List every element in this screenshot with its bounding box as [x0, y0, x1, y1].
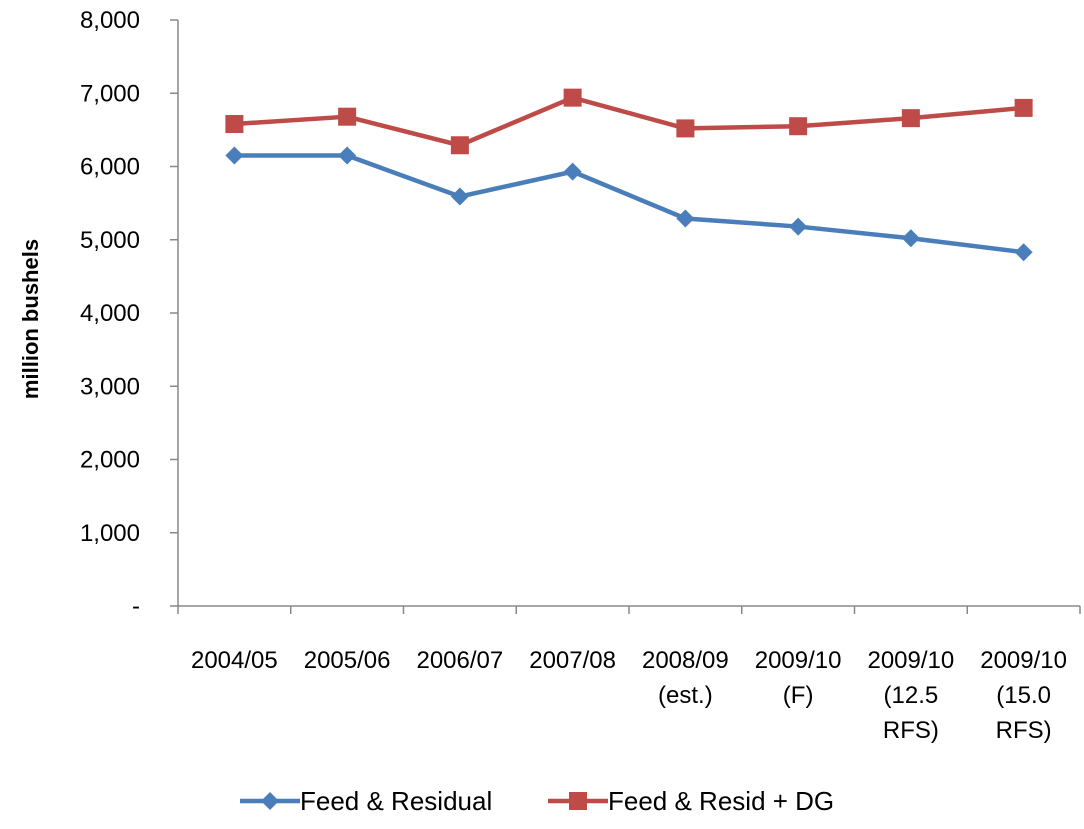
series-2-point [338, 107, 357, 126]
legend-marker [569, 792, 587, 810]
series-1-point [789, 217, 808, 236]
legend-label: Feed & Residual [300, 786, 492, 816]
y-tick-label: 2,000 [80, 447, 140, 474]
y-tick-label: - [132, 593, 140, 620]
series-2-point [450, 136, 469, 155]
series-1-point [563, 162, 582, 181]
series-2-point [789, 117, 808, 136]
x-tick-label-group: 2008/09 (est.) [642, 647, 729, 709]
x-tick-label: 2006/07 [416, 647, 503, 674]
x-tick-label-group: 2009/10 (F) [755, 647, 842, 709]
x-tick-label-group: 2004/05 [191, 647, 278, 674]
legend-marker [261, 792, 279, 810]
series-1-point [338, 146, 357, 165]
x-tick-label: 2009/10 [980, 647, 1067, 674]
x-tick-label: 2004/05 [191, 647, 278, 674]
series-1-point [450, 187, 469, 206]
x-tick-label: RFS) [996, 717, 1052, 744]
series-2-point [1014, 98, 1033, 117]
series-2-point [563, 88, 582, 107]
y-axis-title: million bushels [18, 239, 43, 399]
y-tick-label: 8,000 [80, 7, 140, 34]
x-tick-label: RFS) [883, 717, 939, 744]
y-tick-label: 3,000 [80, 373, 140, 400]
series-1-point [225, 146, 244, 165]
x-tick-label: (15.0 [996, 682, 1051, 709]
series-1-point [1014, 243, 1033, 262]
legend-item-2: Feed & Resid + DG [548, 786, 834, 816]
x-tick-label: 2009/10 [867, 647, 954, 674]
series-line-1 [234, 153, 1024, 255]
x-tick-label-group: 2005/06 [304, 647, 391, 674]
series-2-point [901, 109, 920, 128]
x-tick-label: (est.) [658, 682, 713, 709]
y-tick-label: 6,000 [80, 154, 140, 181]
series-2-point [225, 115, 244, 134]
x-tick-label: (F) [783, 682, 814, 709]
x-tick-label-group: 2009/10 (15.0 RFS) [980, 647, 1067, 744]
y-tick-label: 5,000 [80, 227, 140, 254]
y-tick-label: 4,000 [80, 300, 140, 327]
y-tick-label: 7,000 [80, 80, 140, 107]
series-1-point [676, 209, 695, 228]
x-tick-label-group: 2007/08 [529, 647, 616, 674]
x-tick-label: (12.5 [884, 682, 939, 709]
x-tick-label: 2009/10 [755, 647, 842, 674]
x-tick-label-group: 2006/07 [416, 647, 503, 674]
series-2-point [676, 119, 695, 138]
x-tick-label-group: 2009/10 (12.5 RFS) [867, 647, 954, 744]
x-tick-label: 2007/08 [529, 647, 616, 674]
series-1-point [901, 229, 920, 248]
series-line-2 [234, 95, 1024, 148]
x-tick-label: 2008/09 [642, 647, 729, 674]
legend-item-1: Feed & Residual [240, 786, 492, 816]
y-tick-label: 1,000 [80, 520, 140, 547]
x-tick-label: 2005/06 [304, 647, 391, 674]
legend-label: Feed & Resid + DG [608, 786, 834, 816]
